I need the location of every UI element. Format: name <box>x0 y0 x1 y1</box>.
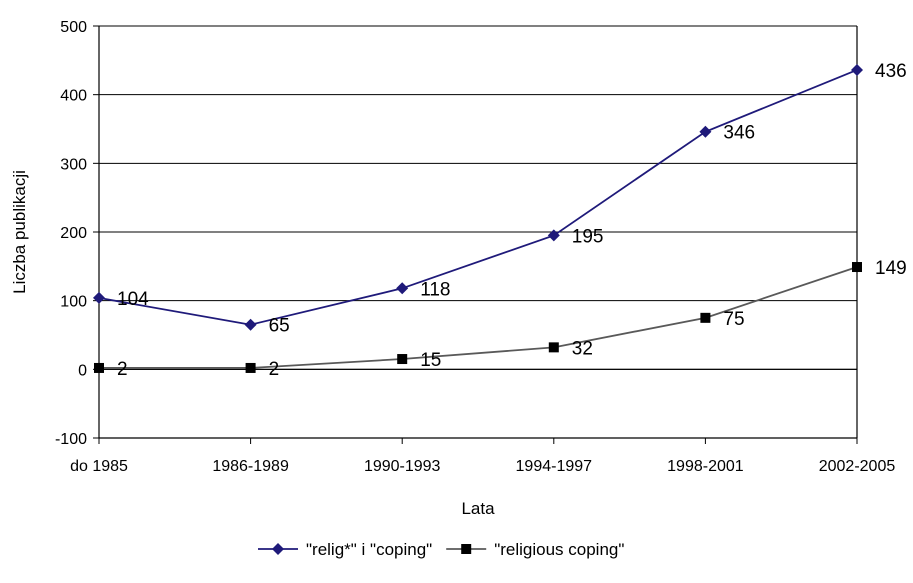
data-point-marker <box>852 262 862 273</box>
data-label: 436 <box>875 61 907 82</box>
data-label: 149 <box>875 258 907 279</box>
x-axis-title: Lata <box>461 499 495 518</box>
y-tick-label: 400 <box>60 88 87 105</box>
legend-marker <box>272 543 284 555</box>
x-tick-label: 1986-1989 <box>212 458 289 475</box>
x-tick-label: 1994-1997 <box>516 458 593 475</box>
legend-marker <box>461 544 472 554</box>
y-tick-labels: -100 0 100 200 300 400 500 <box>55 19 87 448</box>
data-label: 104 <box>117 289 149 310</box>
data-point-marker <box>397 354 408 365</box>
data-labels: 104 65 118 195 346 436 2 2 15 32 75 149 <box>117 61 907 380</box>
data-label: 15 <box>420 350 441 371</box>
data-point-marker <box>93 291 105 304</box>
x-tick-label: 1990-1993 <box>364 458 441 475</box>
data-label: 346 <box>723 123 755 144</box>
x-tick-labels: do 1985 1986-1989 1990-1993 1994-1997 1998-2… <box>70 458 895 475</box>
legend-entry-1: "relig*" i "coping" <box>306 540 432 559</box>
series-lines <box>93 63 863 373</box>
y-tick-label: 200 <box>60 225 87 242</box>
y-tick-label: 500 <box>60 19 87 36</box>
x-tick-label: do 1985 <box>70 458 128 475</box>
data-label: 195 <box>572 226 604 247</box>
data-point-marker <box>94 362 104 373</box>
series-line-2 <box>99 266 858 369</box>
data-point-marker <box>547 229 560 242</box>
data-label: 65 <box>269 316 290 337</box>
data-point-marker <box>245 362 256 373</box>
y-tick-label: 300 <box>60 156 87 173</box>
series-line-1 <box>98 69 858 326</box>
y-tick-label: -100 <box>55 431 87 448</box>
data-label: 2 <box>117 359 128 380</box>
data-label: 2 <box>269 359 280 380</box>
data-point-marker <box>851 63 863 76</box>
data-label: 75 <box>723 309 744 330</box>
y-tick-label: 100 <box>60 294 87 311</box>
data-label: 118 <box>420 279 450 300</box>
data-point-marker <box>700 312 711 323</box>
legend: "relig*" i "coping" "religious coping" <box>258 540 624 559</box>
x-tick-label: 2002-2005 <box>819 458 896 475</box>
data-point-marker <box>396 282 409 295</box>
axes <box>93 25 858 444</box>
data-point-marker <box>699 125 712 138</box>
data-point-marker <box>244 318 257 331</box>
y-tick-label: 0 <box>78 362 87 379</box>
legend-entry-2: "religious coping" <box>494 540 624 559</box>
y-axis-title: Liczba publikacji <box>10 170 29 294</box>
data-label: 32 <box>572 338 593 359</box>
data-point-marker <box>548 342 559 353</box>
x-tick-label: 1998-2001 <box>667 458 744 475</box>
